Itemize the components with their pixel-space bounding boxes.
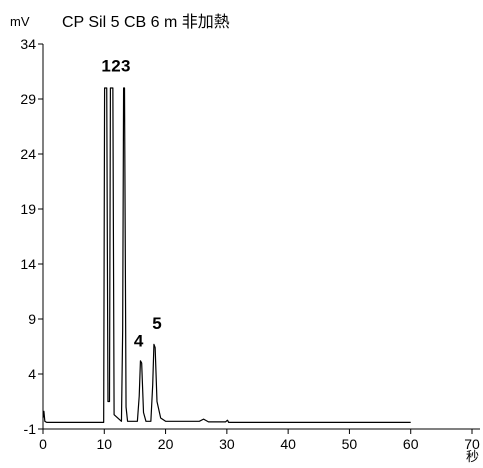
y-tick-label: 29 <box>20 91 36 107</box>
peak-label: 4 <box>134 332 144 351</box>
y-tick-label: 19 <box>20 201 36 217</box>
y-tick-label: 34 <box>20 36 36 52</box>
x-axis-unit: 秒 <box>466 449 479 464</box>
y-tick-label: 9 <box>28 311 36 327</box>
x-tick-label: 0 <box>39 436 47 452</box>
y-tick-label: 4 <box>28 366 36 382</box>
series-layer <box>42 87 411 423</box>
peak-label: 5 <box>152 314 161 333</box>
peak-label: 3 <box>121 57 130 76</box>
peak-label: 1 <box>101 57 110 76</box>
peak-labels: 1 2 3 45 <box>101 57 161 351</box>
y-tick-label: 24 <box>20 146 36 162</box>
peak-label: 2 <box>111 57 120 76</box>
chart-title: CP Sil 5 CB 6 m 非加熱 <box>62 13 230 31</box>
y-tick-label: -1 <box>24 421 37 437</box>
y-axis-unit: mV <box>10 14 30 29</box>
x-axis: 0 10 20 30 40 50 60 70 <box>39 429 480 452</box>
y-tick-label: 14 <box>20 256 36 272</box>
x-tick-label: 30 <box>219 436 235 452</box>
x-tick-label: 20 <box>158 436 174 452</box>
series-line <box>42 87 411 423</box>
x-tick-label: 60 <box>403 436 419 452</box>
x-tick-label: 40 <box>280 436 296 452</box>
x-tick-label: 50 <box>342 436 358 452</box>
x-tick-label: 10 <box>96 436 112 452</box>
x-tick-label: 70 <box>464 436 480 452</box>
y-axis: -1 4 9 14 19 24 29 34 <box>20 36 43 437</box>
